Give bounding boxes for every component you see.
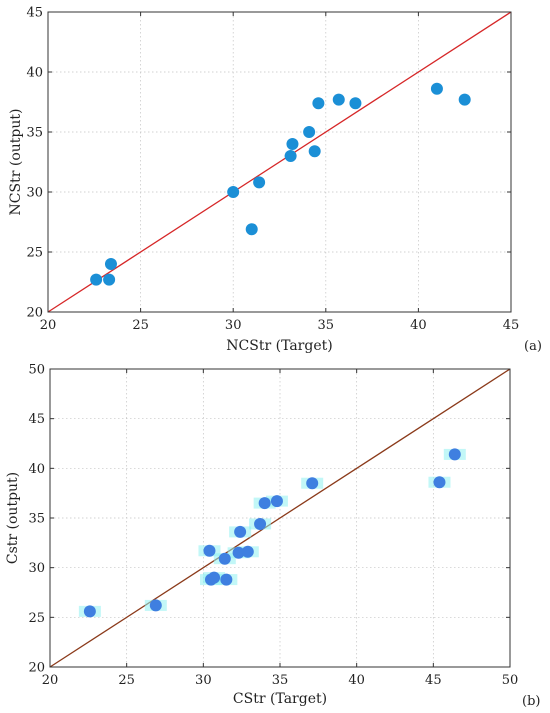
y-tick-label: 45 — [26, 6, 43, 21]
x-tick-label: 45 — [503, 318, 520, 333]
x-tick-label: 25 — [118, 673, 135, 688]
panel-label: (a) — [524, 339, 542, 354]
data-point — [349, 97, 362, 110]
data-point — [458, 93, 471, 106]
x-tick-label: 20 — [40, 318, 57, 333]
x-tick-label: 25 — [132, 318, 149, 333]
y-tick-label: 25 — [26, 246, 43, 261]
y-tick-label: 20 — [28, 661, 45, 676]
y-tick-label: 50 — [28, 363, 45, 378]
data-point — [203, 544, 216, 557]
data-point — [232, 546, 245, 559]
y-tick-label: 40 — [28, 462, 45, 477]
x-tick-label: 35 — [318, 318, 335, 333]
data-point — [306, 477, 319, 490]
data-point — [245, 223, 258, 236]
y-tick-label: 25 — [28, 611, 45, 626]
y-axis-label: Cstr (output) — [5, 472, 21, 564]
data-point — [90, 273, 103, 286]
data-point — [208, 571, 221, 584]
y-tick-label: 35 — [26, 126, 43, 141]
panel-label: (b) — [522, 694, 540, 709]
y-tick-label: 40 — [26, 66, 43, 81]
data-point — [104, 258, 117, 270]
y-tick-label: 20 — [26, 306, 43, 321]
x-tick-label: 45 — [425, 673, 442, 688]
scatter-panel-a: 20 25 30 35 40 45 20 25 30 35 40 45 NCStr (Target) NC… — [8, 6, 542, 355]
data-point — [103, 273, 116, 286]
data-point — [241, 545, 254, 558]
x-tick-label: 35 — [272, 673, 289, 688]
scatter-panel-b: 20 25 30 35 40 45 50 20 25 30 35 40 45 50 CStr (Target… — [5, 363, 540, 710]
data-point — [220, 573, 233, 586]
reference-line — [47, 11, 512, 313]
data-point — [270, 495, 283, 508]
data-point — [284, 150, 297, 162]
y-tick-label: 30 — [26, 186, 43, 201]
data-point — [332, 93, 345, 106]
x-tick-label: 30 — [195, 673, 212, 688]
data-point — [218, 552, 231, 565]
data-point — [83, 605, 96, 618]
x-tick-label: 50 — [502, 673, 519, 688]
data-point — [448, 448, 461, 461]
data-point — [308, 145, 321, 158]
data-point — [433, 476, 446, 489]
data-point — [312, 97, 325, 110]
y-tick-label: 35 — [28, 512, 45, 527]
data-point — [286, 138, 299, 150]
y-tick-label: 45 — [28, 412, 45, 427]
x-tick-label: 20 — [42, 673, 59, 688]
data-point — [253, 176, 266, 189]
data-point — [258, 497, 271, 510]
data-point — [254, 517, 267, 530]
y-axis-label: NCStr (output) — [8, 109, 24, 216]
x-tick-label: 40 — [348, 673, 365, 688]
x-tick-label: 40 — [410, 318, 427, 333]
data-point — [227, 186, 240, 198]
x-tick-label: 30 — [225, 318, 242, 333]
data-point — [234, 525, 247, 538]
data-point — [149, 599, 162, 612]
data-point — [430, 82, 443, 95]
x-axis-label: NCStr (Target) — [226, 338, 332, 354]
x-axis-label: CStr (Target) — [233, 691, 327, 707]
y-tick-label: 30 — [28, 561, 45, 576]
reference-line — [49, 368, 511, 668]
data-point — [303, 126, 316, 138]
plot-frame — [47, 11, 512, 313]
